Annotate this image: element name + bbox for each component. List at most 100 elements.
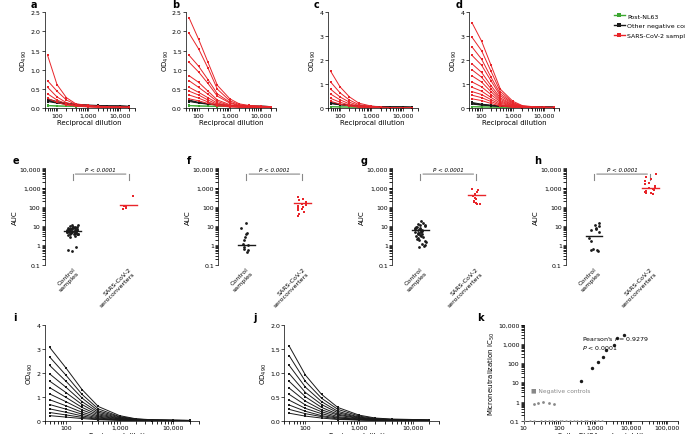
Point — [119, 204, 130, 210]
Point — [571, 418, 582, 424]
Point — [471, 200, 482, 207]
Point — [590, 418, 601, 424]
Point — [62, 232, 73, 239]
Point — [416, 241, 427, 248]
Point — [238, 241, 249, 248]
Point — [593, 248, 603, 255]
Legend: Post-NL63, Other negative control samples, SARS-CoV-2 samples: Post-NL63, Other negative control sample… — [614, 14, 685, 39]
Point — [62, 227, 73, 234]
Point — [63, 227, 74, 234]
Point — [239, 237, 250, 244]
Point — [416, 228, 427, 235]
Point — [240, 233, 251, 240]
Point — [469, 191, 480, 198]
Y-axis label: OD$_{490}$: OD$_{490}$ — [308, 50, 318, 72]
Point — [586, 365, 597, 372]
Point — [416, 228, 427, 235]
Text: Pearson's $r$ = 0.9279
$P$ < 0.0001: Pearson's $r$ = 0.9279 $P$ < 0.0001 — [582, 334, 649, 352]
Point — [546, 418, 557, 424]
Point — [575, 418, 586, 424]
Point — [414, 225, 425, 232]
Point — [238, 244, 249, 251]
X-axis label: Reciprocal dilution: Reciprocal dilution — [58, 120, 122, 126]
Point — [608, 342, 619, 349]
X-axis label: Reciprocal dilution: Reciprocal dilution — [340, 120, 405, 126]
Y-axis label: OD$_{490}$: OD$_{490}$ — [25, 362, 35, 384]
Point — [412, 227, 423, 234]
Text: P < 0.0001: P < 0.0001 — [85, 168, 116, 172]
Point — [644, 184, 655, 191]
Point — [69, 227, 80, 234]
Point — [63, 226, 74, 233]
Point — [118, 206, 129, 213]
Point — [466, 187, 477, 194]
Point — [543, 400, 554, 407]
Point — [594, 220, 605, 227]
Point — [68, 224, 79, 231]
Point — [65, 230, 76, 237]
Point — [412, 235, 423, 242]
Point — [240, 231, 251, 238]
Point — [64, 234, 75, 241]
Point — [419, 243, 430, 250]
Text: P < 0.0001: P < 0.0001 — [433, 168, 464, 172]
Y-axis label: OD$_{490}$: OD$_{490}$ — [258, 362, 269, 384]
Point — [557, 418, 568, 424]
Point — [66, 248, 77, 255]
Text: g: g — [361, 156, 368, 166]
Point — [293, 194, 304, 201]
Point — [597, 418, 608, 424]
Point — [292, 207, 303, 214]
Point — [410, 224, 421, 230]
Point — [601, 346, 612, 353]
Point — [569, 418, 580, 424]
Point — [415, 229, 426, 236]
Point — [73, 231, 84, 238]
Text: j: j — [253, 312, 257, 322]
Point — [414, 226, 425, 233]
Point — [292, 206, 303, 213]
Point — [588, 246, 599, 253]
Point — [66, 228, 77, 235]
Y-axis label: AUC: AUC — [186, 210, 191, 224]
Point — [471, 196, 482, 203]
Point — [73, 231, 84, 238]
Point — [65, 231, 76, 238]
Point — [469, 198, 479, 205]
Point — [529, 418, 540, 424]
Point — [589, 222, 600, 229]
Point — [72, 223, 83, 230]
Point — [529, 400, 540, 407]
Point — [412, 224, 423, 231]
Point — [594, 223, 605, 230]
Text: f: f — [187, 156, 191, 166]
Point — [66, 229, 77, 236]
Point — [590, 226, 601, 233]
Point — [301, 202, 312, 209]
Point — [593, 358, 603, 365]
Point — [62, 229, 73, 236]
Point — [612, 335, 623, 342]
Point — [413, 244, 424, 251]
Text: ■ Negative controls: ■ Negative controls — [532, 388, 590, 393]
Point — [649, 187, 660, 194]
Point — [643, 180, 654, 187]
Point — [298, 209, 309, 216]
X-axis label: Reciprocal dilution: Reciprocal dilution — [199, 120, 264, 126]
Point — [71, 231, 82, 238]
Point — [518, 418, 529, 424]
Point — [619, 331, 630, 338]
Point — [62, 225, 73, 232]
Point — [71, 226, 82, 233]
Point — [472, 201, 483, 208]
Point — [471, 189, 482, 196]
Point — [414, 232, 425, 239]
Text: a: a — [31, 0, 38, 10]
Point — [415, 218, 426, 225]
Point — [66, 224, 77, 231]
Text: P < 0.0001: P < 0.0001 — [607, 168, 638, 172]
Point — [647, 191, 658, 198]
Point — [469, 199, 479, 206]
Point — [240, 220, 251, 227]
Point — [650, 171, 661, 178]
